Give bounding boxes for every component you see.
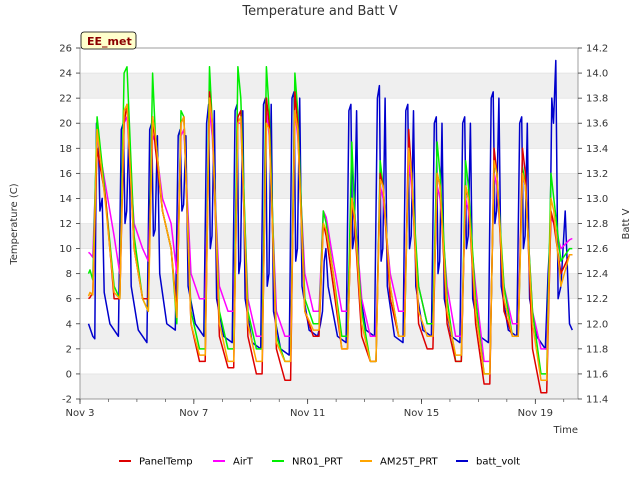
x-tick-label: Nov 15 (404, 408, 439, 419)
legend-label-am25t-prt: AM25T_PRT (380, 457, 439, 468)
y-tick-label: 14 (59, 194, 72, 205)
y2-tick-label: 11.4 (586, 395, 608, 406)
x-tick-label: Nov 7 (179, 408, 208, 419)
y-tick-label: 8 (66, 269, 72, 280)
x-tick-label: Nov 11 (290, 408, 325, 419)
x-axis: Nov 3 Nov 7 Nov 11 Nov 15 Nov 19 (65, 399, 565, 419)
y-tick-label: 18 (59, 144, 72, 155)
station-label: EE_met (87, 35, 132, 48)
y2-tick-label: 14.2 (586, 44, 608, 55)
legend: PanelTemp AirT NR01_PRT AM25T_PRT batt_volt (119, 457, 520, 468)
grid-band (80, 173, 578, 199)
y2-tick-label: 12.4 (586, 269, 608, 280)
y2-tick-label: 11.6 (586, 369, 608, 380)
y-tick-label: 12 (59, 219, 72, 230)
y-tick-label: 22 (59, 94, 72, 105)
station-label-box: EE_met (80, 31, 137, 50)
y-tick-label: 26 (59, 44, 72, 55)
y2-tick-label: 13.2 (586, 169, 608, 180)
y2-tick-label: 12.8 (586, 219, 608, 230)
y2-axis-title: Batt V (621, 208, 632, 239)
y2-tick-label: 12.2 (586, 294, 608, 305)
legend-label-airt: AirT (233, 457, 254, 468)
chart-title: Temperature and Batt V (241, 4, 397, 19)
y2-tick-label: 12.0 (586, 319, 608, 330)
series-layer (87, 59, 573, 394)
y-axis-title: Temperature (C) (9, 183, 20, 265)
y2-tick-label: 13.0 (586, 194, 608, 205)
x-tick-label: Nov 3 (65, 408, 94, 419)
y2-tick-label: 14.0 (586, 69, 608, 80)
y-tick-label: 10 (59, 244, 72, 255)
legend-label-paneltemp: PanelTemp (139, 457, 193, 468)
y-tick-label: 6 (66, 294, 72, 305)
x-axis-title: Time (553, 425, 578, 436)
y-tick-label: 4 (66, 319, 72, 330)
series-line-batt-volt (87, 59, 573, 356)
grid-band (80, 123, 578, 149)
y2-tick-label: 11.8 (586, 344, 608, 355)
y-tick-label: 20 (59, 119, 72, 130)
y-tick-label: 24 (59, 69, 72, 80)
y2-tick-label: 13.4 (586, 144, 608, 155)
y-tick-label: 2 (66, 344, 72, 355)
y2-tick-label: 13.8 (586, 94, 608, 105)
y-tick-label: 16 (59, 169, 72, 180)
legend-label-batt-volt: batt_volt (476, 457, 520, 468)
series-line-am25t-prt (87, 97, 573, 381)
grid-band (80, 73, 578, 99)
grid-band (80, 323, 578, 349)
station-label-bg (80, 31, 137, 50)
grid-band (80, 373, 578, 399)
y2-tick-label: 12.6 (586, 244, 608, 255)
right-axis: 11.4 11.6 11.8 12.0 12.2 12.4 12.6 12.8 13.0 13.2… (578, 44, 608, 406)
x-tick-label: Nov 19 (518, 408, 553, 419)
y2-tick-label: 13.6 (586, 119, 608, 130)
y-tick-label: 0 (66, 369, 72, 380)
legend-label-nr01-prt: NR01_PRT (292, 457, 343, 468)
y-tick-label: -2 (62, 395, 72, 406)
